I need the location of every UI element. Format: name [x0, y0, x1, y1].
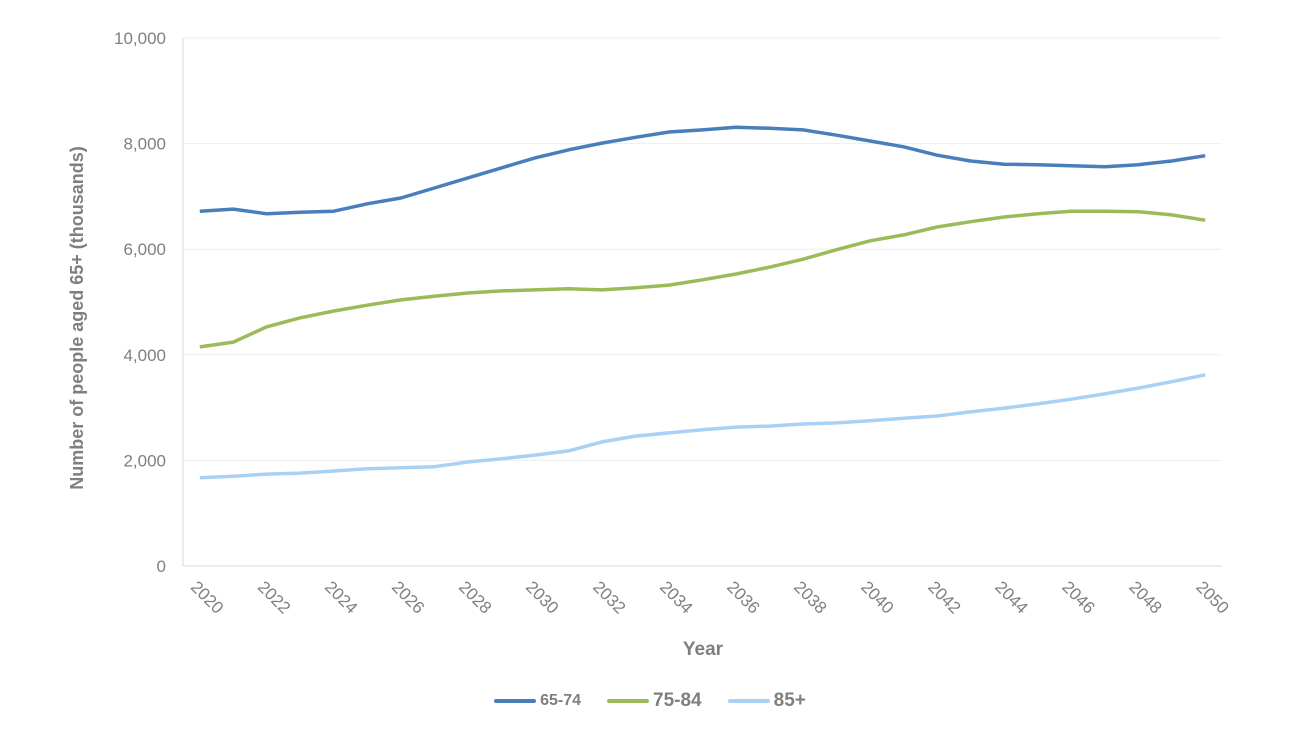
- legend-label: 65-74: [540, 692, 581, 710]
- legend-item: 85+: [728, 690, 806, 712]
- x-axis-label: Year: [683, 639, 724, 660]
- x-tick-label: 2020: [187, 577, 227, 617]
- x-tick-label: 2050: [1192, 577, 1232, 617]
- legend-label: 75-84: [653, 690, 702, 712]
- x-tick-label: 2026: [388, 577, 428, 617]
- legend-swatch: [728, 699, 770, 703]
- x-tick-label: 2032: [589, 577, 629, 617]
- y-tick-label: 4,000: [123, 346, 166, 365]
- legend-swatch: [607, 699, 649, 703]
- series-line-75-84: [200, 211, 1205, 347]
- legend-label: 85+: [774, 690, 806, 712]
- x-tick-label: 2046: [1058, 577, 1098, 617]
- x-tick-label: 2030: [522, 577, 562, 617]
- y-axis-label: Number of people aged 65+ (thousands): [67, 146, 87, 490]
- x-tick-label: 2044: [991, 577, 1031, 617]
- x-tick-label: 2040: [857, 577, 897, 617]
- legend-swatch: [494, 699, 536, 703]
- y-tick-label: 0: [157, 557, 166, 576]
- series-line-85+: [200, 375, 1205, 478]
- x-tick-label: 2048: [1125, 577, 1165, 617]
- x-tick-label: 2042: [924, 577, 964, 617]
- x-tick-label: 2034: [656, 577, 696, 617]
- x-tick-label: 2036: [723, 577, 763, 617]
- x-tick-label: 2038: [790, 577, 830, 617]
- legend: 65-74 75-84 85+: [0, 690, 1300, 712]
- x-tick-label: 2028: [455, 577, 495, 617]
- x-tick-label: 2024: [321, 577, 361, 617]
- legend-item: 75-84: [607, 690, 702, 712]
- series-line-65-74: [200, 127, 1205, 214]
- x-tick-label: 2022: [254, 577, 294, 617]
- legend-item: 65-74: [494, 690, 581, 712]
- y-tick-label: 8,000: [123, 135, 166, 154]
- y-tick-label: 2,000: [123, 451, 166, 470]
- y-tick-label: 10,000: [114, 29, 166, 48]
- y-tick-label: 6,000: [123, 240, 166, 259]
